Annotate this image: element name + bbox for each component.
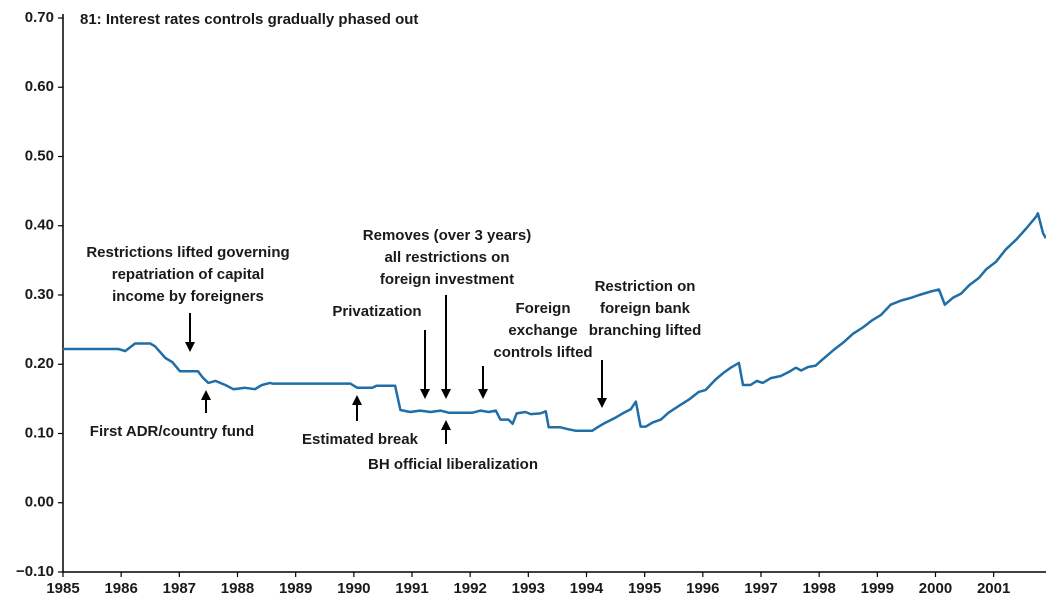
- annotation: foreign bank: [600, 300, 691, 317]
- x-tick-label: 2001: [977, 580, 1010, 597]
- y-tick-label: 0.10: [25, 424, 54, 441]
- y-tick-label: −0.10: [16, 563, 54, 580]
- annotation: foreign investment: [380, 271, 514, 288]
- x-tick-label: 1995: [628, 580, 661, 597]
- annotation: Removes (over 3 years): [363, 227, 531, 244]
- y-tick-label: 0.60: [25, 78, 54, 95]
- x-tick-label: 1999: [861, 580, 894, 597]
- arrow-head: [201, 390, 211, 400]
- arrow-head: [441, 389, 451, 399]
- x-tick-label: 1988: [221, 580, 254, 597]
- annotation: all restrictions on: [384, 249, 509, 266]
- y-tick-label: 0.00: [25, 494, 54, 511]
- arrow-head: [420, 389, 430, 399]
- x-tick-label: 1986: [104, 580, 137, 597]
- annotation: Foreign: [516, 300, 571, 317]
- annotation: controls lifted: [493, 344, 592, 361]
- annotation: First ADR/country fund: [90, 423, 254, 440]
- annotation: Estimated break: [302, 431, 419, 448]
- x-tick-label: 1992: [453, 580, 486, 597]
- x-tick-label: 1985: [46, 580, 79, 597]
- arrow-head: [185, 342, 195, 352]
- y-tick-label: 0.20: [25, 355, 54, 372]
- x-tick-label: 1989: [279, 580, 312, 597]
- arrow-head: [441, 420, 451, 430]
- x-tick-label: 1991: [395, 580, 428, 597]
- y-tick-label: 0.40: [25, 217, 54, 234]
- annotation: 81: Interest rates controls gradually ph…: [80, 11, 418, 28]
- annotation: branching lifted: [589, 322, 702, 339]
- annotation: exchange: [508, 322, 577, 339]
- y-tick-label: 0.70: [25, 9, 54, 26]
- annotation: Restrictions lifted governing: [86, 244, 289, 261]
- x-tick-label: 1996: [686, 580, 719, 597]
- x-tick-label: 2000: [919, 580, 952, 597]
- x-tick-label: 1998: [802, 580, 835, 597]
- arrow-head: [352, 395, 362, 405]
- annotation: Restriction on: [595, 278, 696, 295]
- x-tick-label: 1993: [512, 580, 545, 597]
- annotation: BH official liberalization: [368, 456, 538, 473]
- annotation: Privatization: [332, 303, 421, 320]
- x-tick-label: 1997: [744, 580, 777, 597]
- y-tick-label: 0.30: [25, 286, 54, 303]
- arrow-head: [478, 389, 488, 399]
- arrow-head: [597, 398, 607, 408]
- y-tick-label: 0.50: [25, 147, 54, 164]
- x-tick-label: 1990: [337, 580, 370, 597]
- x-tick-label: 1987: [163, 580, 196, 597]
- annotation: income by foreigners: [112, 288, 264, 305]
- x-tick-label: 1994: [570, 580, 604, 597]
- annotation: repatriation of capital: [112, 266, 265, 283]
- data-line: [63, 212, 1046, 432]
